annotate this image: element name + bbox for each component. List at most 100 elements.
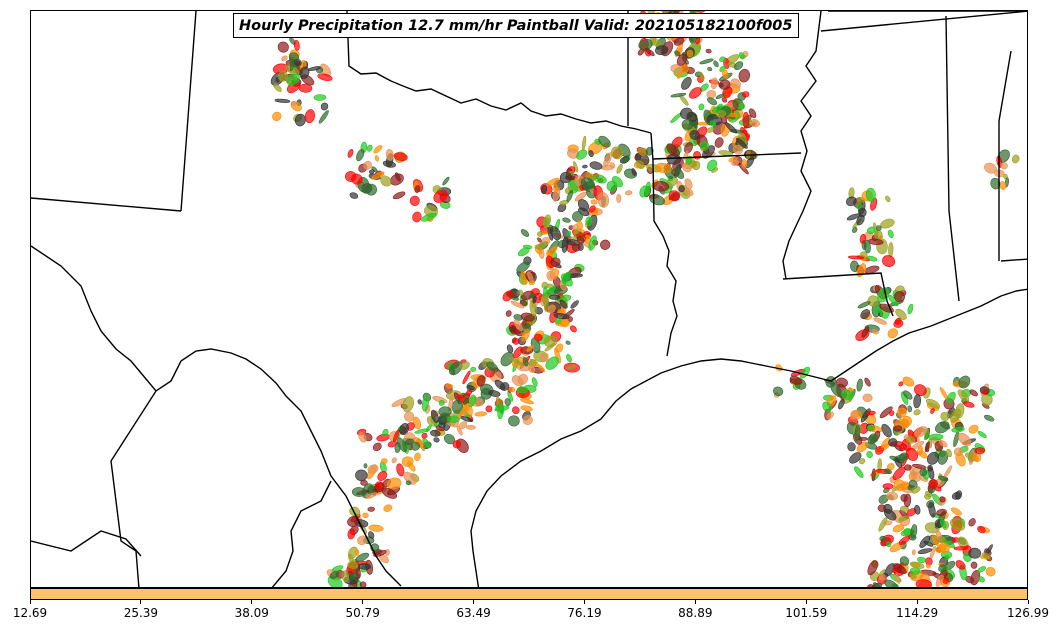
- precip-blob: [900, 505, 909, 512]
- precip-blob: [881, 437, 891, 449]
- precip-blob: [331, 565, 344, 572]
- precip-blob: [925, 398, 941, 409]
- precip-blob: [357, 563, 371, 570]
- precip-blob: [689, 130, 700, 140]
- colorbar-tick: [694, 600, 696, 604]
- precip-blob: [928, 433, 944, 441]
- precip-blob: [822, 401, 832, 413]
- precip-blob: [826, 411, 834, 420]
- precip-blob: [940, 411, 950, 421]
- precip-blob: [913, 409, 921, 416]
- colorbar-tick-label: 76.19: [567, 606, 602, 620]
- precip-blob: [466, 424, 476, 430]
- precip-blob: [678, 185, 685, 193]
- precip-blob: [600, 239, 611, 250]
- precip-blob: [625, 190, 633, 196]
- border-al-ga: [998, 50, 1012, 261]
- precip-blob: [409, 195, 420, 206]
- precip-blob: [549, 226, 562, 241]
- precip-blob: [430, 409, 439, 423]
- colorbar-tick-label: 63.49: [456, 606, 491, 620]
- precip-blob: [912, 463, 927, 470]
- colorbar-tick: [916, 600, 918, 604]
- precip-blob: [883, 508, 897, 521]
- precip-blob: [616, 163, 623, 174]
- precip-blob: [513, 319, 523, 332]
- border-mexico-3: [271, 480, 332, 587]
- precip-blob: [977, 566, 986, 573]
- precip-blob: [670, 92, 687, 98]
- precip-blob: [355, 549, 360, 556]
- precip-blob: [554, 347, 561, 364]
- coastline-gulf: [470, 288, 1027, 587]
- precip-blob: [850, 410, 859, 420]
- precip-blob: [381, 487, 398, 499]
- precip-blob: [699, 58, 714, 65]
- precip-blob: [347, 149, 354, 158]
- precip-blob: [741, 159, 748, 169]
- precip-blob: [562, 217, 571, 223]
- precip-blob: [598, 135, 611, 148]
- precip-blob: [699, 71, 705, 81]
- precip-blob: [733, 144, 743, 155]
- precip-blob: [365, 183, 378, 196]
- precip-blob: [858, 437, 868, 441]
- precip-blob: [879, 406, 893, 419]
- precip-blob: [935, 574, 944, 587]
- precip-blob: [520, 398, 534, 405]
- precip-blob: [438, 400, 445, 406]
- precip-blob: [958, 375, 971, 389]
- precip-blob: [407, 461, 416, 472]
- precipitation-paintballs: [270, 11, 1020, 587]
- precip-blob: [898, 535, 911, 545]
- precip-blob: [939, 496, 946, 503]
- precip-blob: [859, 458, 866, 465]
- precip-blob: [421, 432, 428, 439]
- precip-blob: [918, 450, 928, 459]
- precip-blob: [773, 386, 784, 397]
- precip-blob: [299, 66, 310, 79]
- precip-blob: [470, 366, 477, 372]
- precip-blob: [909, 561, 925, 569]
- precip-blob: [689, 11, 701, 14]
- precip-blob: [841, 389, 854, 401]
- precip-blob: [902, 376, 915, 387]
- precip-blob: [537, 237, 542, 243]
- precip-blob: [420, 212, 437, 222]
- border-ar-la: [652, 152, 802, 160]
- precip-blob: [341, 570, 350, 582]
- precip-blob: [696, 11, 706, 13]
- precip-blob: [327, 575, 343, 587]
- precip-blob: [709, 120, 716, 127]
- precip-blob: [892, 466, 906, 480]
- precip-blob: [881, 423, 892, 438]
- precip-blob: [907, 405, 913, 413]
- precip-blob: [399, 423, 409, 436]
- precip-blob: [930, 408, 935, 414]
- precip-blob: [738, 68, 750, 83]
- precip-blob: [854, 424, 861, 442]
- precip-blob: [924, 493, 932, 500]
- precip-blob: [673, 37, 685, 46]
- precip-blob: [571, 243, 581, 252]
- precip-blob: [925, 563, 931, 569]
- precip-blob: [693, 151, 702, 160]
- precip-blob: [588, 205, 596, 213]
- precip-blob: [433, 437, 440, 443]
- precip-blob: [873, 317, 887, 325]
- precip-blob: [417, 399, 423, 405]
- precip-blob: [548, 294, 561, 300]
- precip-blob: [363, 160, 372, 170]
- precip-blob: [542, 214, 552, 228]
- precip-blob: [511, 406, 520, 415]
- precip-blob: [550, 257, 561, 267]
- precip-blob: [466, 385, 475, 390]
- precip-blob: [355, 552, 370, 562]
- border-red-river: [346, 11, 652, 134]
- precip-blob: [294, 113, 306, 127]
- precip-blob: [460, 416, 473, 422]
- precip-blob: [433, 189, 448, 203]
- precip-blob: [402, 396, 414, 413]
- precip-blob: [880, 218, 895, 229]
- precip-blob: [304, 109, 315, 124]
